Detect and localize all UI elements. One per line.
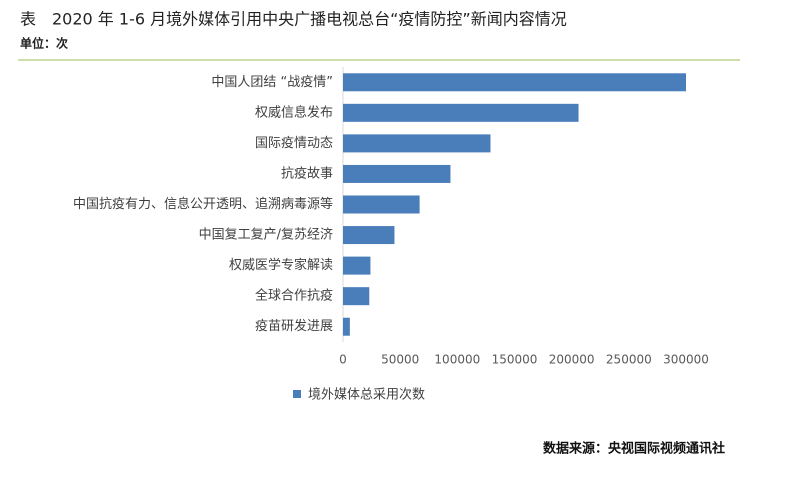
bar [343,317,350,336]
legend-label: 境外媒体总采用次数 [308,387,425,403]
y-tick-label: 权威信息发布 [255,104,333,120]
x-tick-label: 250000 [606,353,652,367]
x-tick-label: 300000 [663,353,709,367]
y-tick-label: 国际疫情动态 [255,135,333,151]
legend-swatch [293,390,301,398]
x-tick-label: 100000 [434,353,480,367]
bar [343,256,371,275]
bar [343,287,370,306]
x-tick-label: 50000 [381,353,419,367]
y-tick-label: 全球合作抗疫 [255,288,333,304]
bar [343,226,395,245]
y-tick-label: 中国人团结 “战疫情” [211,74,333,90]
bar [343,73,686,92]
unit-label: 单位：次 [20,36,68,51]
bar [343,103,579,122]
x-tick-label: 0 [339,353,347,367]
bar [343,164,451,183]
chart-title: 表 2020 年 1-6 月境外媒体引用中央广播电视总台“疫情防控”新闻内容情况 [20,10,567,29]
x-tick-label: 200000 [549,353,595,367]
source: 数据来源：央视国际视频通讯社 [543,441,725,457]
y-tick-label: 中国复工复产/复苏经济 [199,227,333,243]
y-tick-label: 疫苗研发进展 [255,318,333,334]
bar [343,134,491,153]
y-tick-label: 权威医学专家解读 [229,257,333,273]
y-tick-label: 抗疫故事 [281,165,333,181]
y-tick-label: 中国抗疫有力、信息公开透明、追溯病毒源等 [73,196,333,212]
x-tick-label: 150000 [492,353,538,367]
bar [343,195,420,214]
